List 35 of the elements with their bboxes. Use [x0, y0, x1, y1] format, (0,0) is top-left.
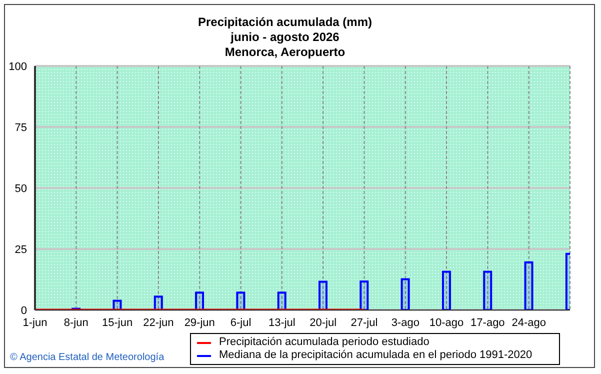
x-tick-label: 13-jul — [268, 316, 296, 329]
y-tick-label: 100 — [8, 60, 27, 73]
x-tick-label: 17-ago — [470, 316, 505, 329]
x-tick-label: 22-jun — [143, 316, 174, 329]
y-tick-label: 75 — [14, 122, 27, 134]
bar — [318, 280, 328, 310]
bar — [442, 270, 451, 310]
x-tick-label: 15-jun — [102, 316, 133, 329]
x-tick-label: 20-jul — [310, 316, 337, 329]
text: Menorca, Aeropuerto — [224, 45, 346, 60]
bar — [154, 296, 163, 310]
x-tick-label: 6-jul — [230, 316, 252, 329]
y-tick-label: 0 — [20, 304, 27, 317]
y-tick-label: 25 — [14, 244, 27, 256]
bar — [277, 292, 286, 310]
x-tick-label: 8-jun — [64, 316, 88, 329]
x-tick-label: 10-ago — [429, 316, 464, 329]
bar — [524, 261, 534, 310]
legend-label: Precipitación acumulada periodo estudiado — [219, 336, 430, 349]
legend-label: Mediana de la precipitación acumulada en el periodo 1991-2020 — [219, 349, 532, 362]
x-tick-label: 27-jul — [350, 316, 378, 329]
bar — [400, 278, 410, 310]
chart-subtitle: junio - agosto 2026 — [230, 30, 340, 45]
bar — [195, 292, 204, 310]
bar — [483, 270, 492, 310]
x-tick-label: 3-ago — [391, 316, 420, 329]
y-tick-label: 50 — [14, 182, 27, 195]
chart-title: Precipitación acumulada (mm) — [196, 15, 374, 30]
x-tick-label: 1-jun — [22, 316, 48, 329]
bar — [112, 300, 122, 310]
x-tick-label: 29-jun — [184, 316, 215, 329]
text: © Agencia Estatal de Meteorología — [10, 352, 164, 363]
x-tick-label: 24-ago — [512, 316, 546, 329]
bar — [360, 280, 369, 310]
bar — [236, 292, 246, 310]
